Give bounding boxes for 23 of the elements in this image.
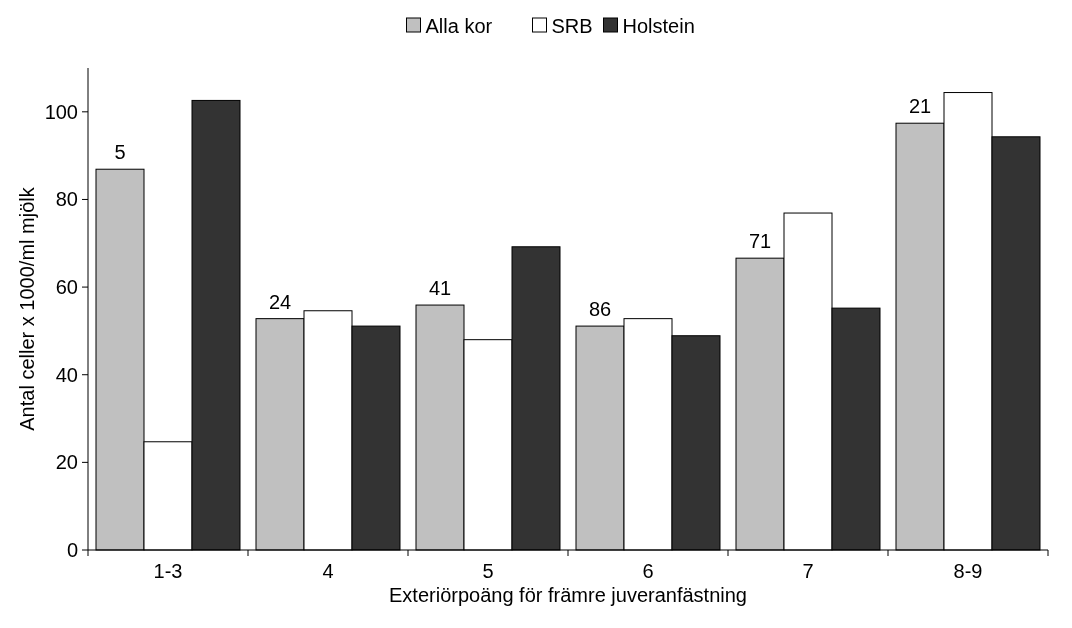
annotation: 71 xyxy=(748,230,772,253)
y-tick-label: 100 xyxy=(44,100,78,123)
y-tick-label: 40 xyxy=(55,363,78,386)
x-tick-label: 5 xyxy=(482,560,494,582)
y-tick-label: 0 xyxy=(66,539,78,561)
y-tick-label: 20 xyxy=(55,451,78,474)
annotation: 21 xyxy=(908,95,932,118)
x-tick-label: 1-3 xyxy=(153,560,183,582)
x-tick-label: 7 xyxy=(802,560,814,582)
annotation: 86 xyxy=(588,298,612,321)
x-tick-label: 4 xyxy=(322,560,334,582)
x-tick-label: 8-9 xyxy=(953,560,983,582)
legend-label: Alla kor xyxy=(425,15,493,37)
y-tick-label: 80 xyxy=(55,188,78,211)
x-tick-label: 6 xyxy=(642,560,654,582)
y-tick-label: 60 xyxy=(55,276,78,299)
annotation: 24 xyxy=(268,290,292,313)
y-axis-title: Antal celler x 1000/ml mjölk xyxy=(16,186,38,431)
x-axis-title: Exteriörpoäng för främre juveranfästning xyxy=(389,584,747,606)
legend-label: SRB xyxy=(551,15,593,37)
legend-label: Holstein xyxy=(622,15,695,37)
annotation: 5 xyxy=(114,141,126,164)
annotation: 41 xyxy=(428,277,452,300)
